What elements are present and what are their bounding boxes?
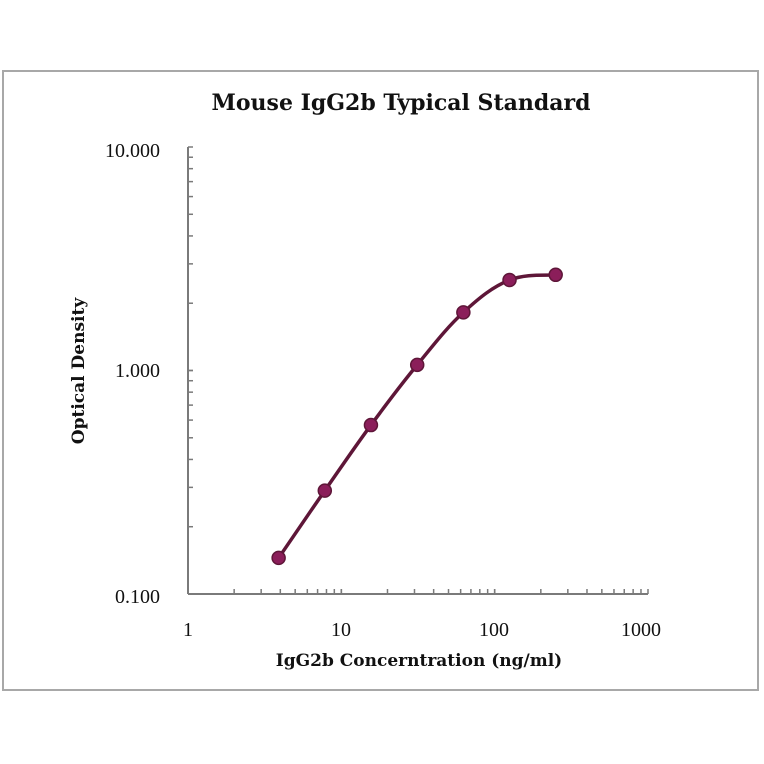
y-axis-label: Optical Density	[69, 297, 89, 445]
data-point-marker	[409, 357, 425, 373]
series-line	[276, 273, 558, 560]
data-point-marker	[456, 305, 471, 320]
chart-title: Mouse IgG2b Typical Standard	[212, 90, 591, 116]
data-series	[271, 267, 563, 566]
y-tick-label-0-1: 0.100	[115, 586, 160, 608]
x-tick-labels: 1 10 100 1000	[183, 619, 661, 641]
y-tick-labels: 10.000 1.000 0.100	[105, 140, 160, 608]
data-point-marker	[548, 267, 563, 283]
data-point-marker	[317, 483, 333, 498]
x-tick-label-10: 10	[331, 619, 351, 641]
data-point-marker	[271, 550, 286, 566]
x-axis	[187, 589, 649, 595]
y-tick-label-1: 1.000	[115, 360, 160, 382]
x-tick-label-100: 100	[479, 619, 509, 641]
y-axis	[187, 146, 193, 595]
x-axis-label: IgG2b Concerntration (ng/ml)	[276, 651, 562, 671]
data-point-marker	[502, 272, 517, 288]
y-tick-label-10: 10.000	[105, 140, 160, 162]
x-tick-label-1: 1	[183, 619, 193, 641]
data-point-marker	[363, 417, 379, 433]
x-tick-label-1000: 1000	[621, 619, 661, 641]
chart-frame	[2, 70, 759, 691]
